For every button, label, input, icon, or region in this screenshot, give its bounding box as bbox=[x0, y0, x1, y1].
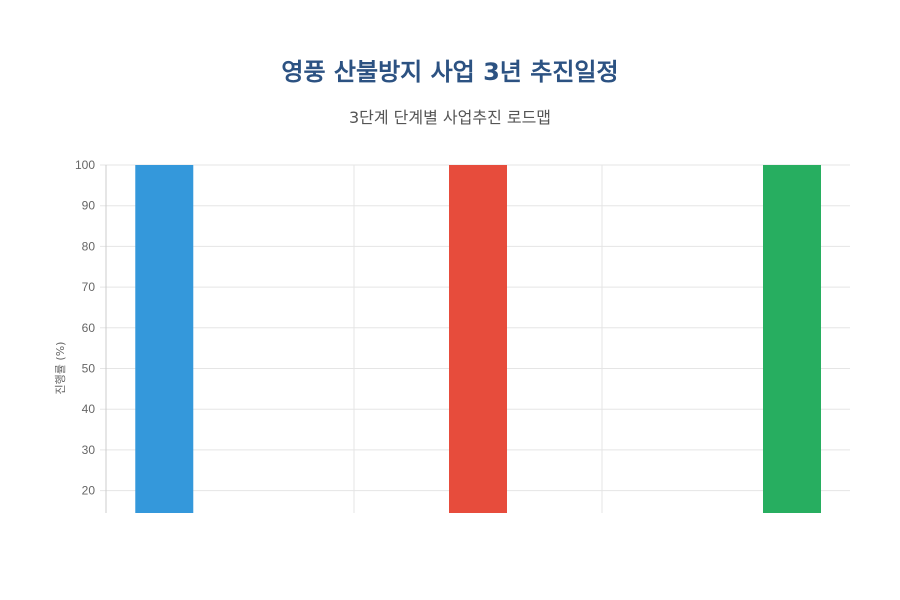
chart-title: 영풍 산불방지 사업 3년 추진일정 bbox=[281, 58, 619, 86]
y-tick-label: 100 bbox=[75, 158, 95, 172]
y-tick-labels: 20 30 40 50 60 70 80 90 100 bbox=[75, 158, 95, 498]
y-tick-label: 50 bbox=[82, 362, 96, 376]
y-tick-label: 80 bbox=[82, 239, 96, 253]
y-tick-label: 30 bbox=[82, 443, 96, 457]
y-tick-label: 60 bbox=[82, 321, 96, 335]
bar bbox=[135, 165, 194, 513]
y-tick-label: 40 bbox=[82, 402, 96, 416]
chart-subtitle: 3단계 단계별 사업추진 로드맵 bbox=[348, 108, 552, 127]
bar bbox=[449, 165, 507, 513]
bars bbox=[135, 165, 821, 513]
y-axis-label: 진행률 (%) bbox=[54, 342, 67, 395]
y-tick-label: 70 bbox=[82, 280, 96, 294]
y-tick-label: 20 bbox=[82, 484, 96, 498]
y-tick-label: 90 bbox=[82, 199, 96, 213]
bar bbox=[763, 165, 821, 513]
